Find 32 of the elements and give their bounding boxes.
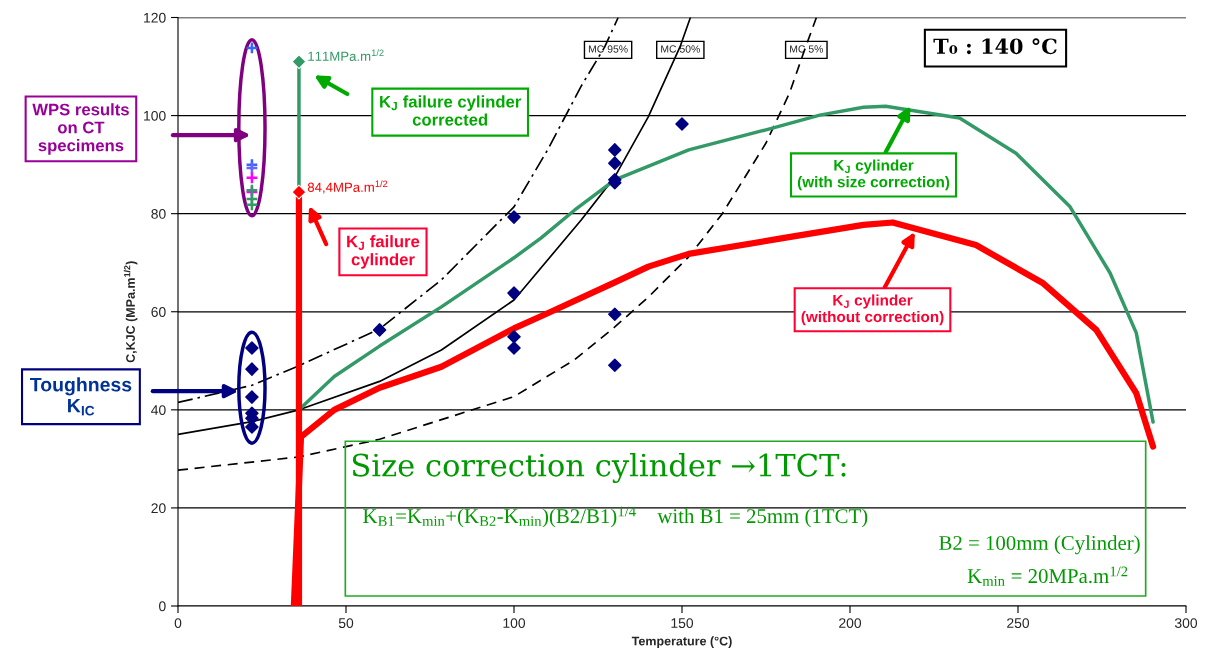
x-tick-label: 50 [338, 618, 354, 629]
annotation: 84,4MPa.m$^{1/2}$ [307, 180, 388, 194]
y-tick-label: 80 [151, 209, 166, 219]
y-tick-label: 60 [151, 307, 166, 317]
text: K$_{B1}$=K$_{min}$+(K$_{B2}$-K$_{min}$)(B2/B1)$^{1/4}$ with B1 = 25mm (1TCT) [363, 506, 868, 528]
y-tick-label: 100 [144, 110, 166, 121]
y-axis-title: C,KJC (MPa.m$^{1/2}$) [123, 261, 138, 363]
annotation: 111MPa.m$^{1/2}$ [308, 49, 384, 61]
annotation: B2 = 100mm (Cylinder) [939, 535, 1140, 555]
annotation: K$_{J}$ cylinder (with size correction) [797, 159, 950, 191]
series-label: MC 95% [588, 45, 628, 53]
annotation: T₀ : 140 °C [933, 38, 1057, 55]
text: WPS results on CT specimens [32, 103, 129, 155]
x-tick-label: 200 [839, 618, 862, 629]
x-tick-label: 150 [671, 618, 694, 629]
x-axis-title: Temperature (°C) [631, 636, 732, 648]
series-label: MC 50% [661, 45, 700, 53]
annotation: K$_{J}$ failure cylinder [347, 235, 420, 269]
x-tick-label: 0 [174, 618, 182, 629]
annotation: K$_{min}$ = 20MPa.m$^{1/2}$ [967, 566, 1128, 586]
series-label: MC 5% [790, 45, 824, 53]
annotation: Size correction cylinder →1TCT: [352, 452, 846, 483]
text: Toughness K$_{IC}$ [30, 377, 132, 416]
y-tick-label: 120 [144, 12, 166, 23]
x-tick-label: 250 [1007, 618, 1030, 629]
y-tick-label: 20 [151, 503, 166, 514]
annotation: K$_{J}$ cylinder (without correction) [801, 294, 944, 326]
x-tick-label: 100 [503, 618, 526, 629]
annotation: K$_{J}$ failure cylinder corrected [380, 95, 522, 126]
x-tick-label: 300 [1174, 618, 1198, 629]
y-tick-label: 40 [151, 405, 166, 415]
y-tick-label: 0 [159, 601, 166, 612]
